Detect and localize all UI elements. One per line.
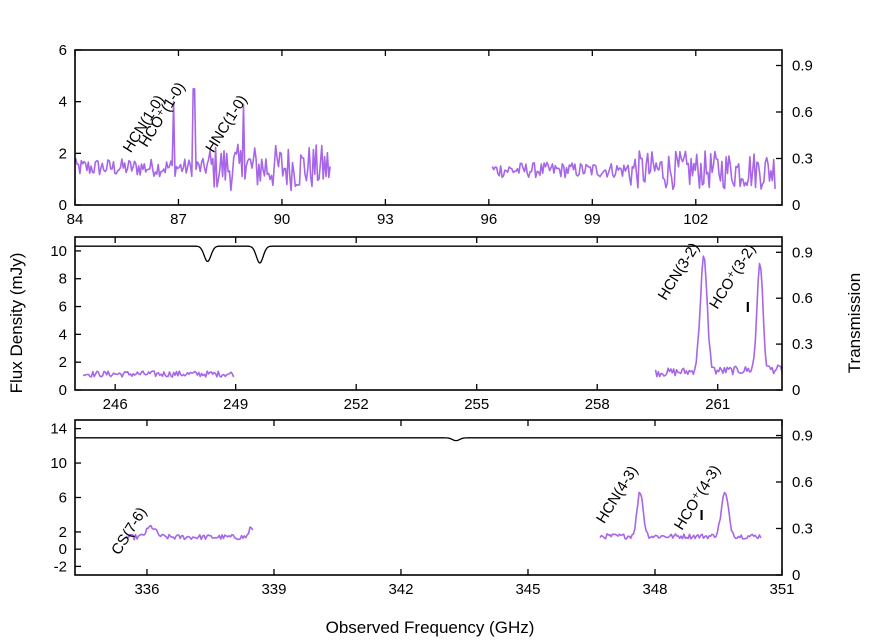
- x-tick-label: 336: [134, 581, 159, 598]
- y-tick-label: 0: [59, 197, 67, 214]
- line-label: HCN(4-3): [593, 463, 641, 526]
- x-tick-label: 102: [683, 211, 708, 228]
- y2-tick-label: 0.6: [792, 290, 813, 307]
- y-tick-label: 2: [59, 524, 67, 541]
- x-tick-label: 339: [261, 581, 286, 598]
- plot-frame-middle: [74, 236, 783, 391]
- x-tick-label: 342: [388, 581, 413, 598]
- x-tick-label: 246: [103, 396, 128, 413]
- y2-tick-label: 0.6: [792, 474, 813, 491]
- x-tick-label: 93: [377, 211, 394, 228]
- y-tick-label: -2: [54, 558, 67, 575]
- y-axis-label-left: Flux Density (mJy): [7, 253, 26, 394]
- y-tick-label: 10: [50, 243, 67, 260]
- y2-tick-label: 0.9: [792, 58, 813, 75]
- line-label: CS(7-6): [108, 504, 150, 558]
- y-tick-label: 14: [50, 421, 67, 438]
- spectrum-series-top-1: [491, 150, 776, 191]
- x-tick-label: 96: [481, 211, 498, 228]
- y2-tick-label: 0.3: [792, 521, 813, 538]
- x-tick-label: 258: [585, 396, 610, 413]
- x-axis-label: Observed Frequency (GHz): [326, 618, 535, 637]
- y-tick-label: 2: [59, 354, 67, 371]
- x-tick-label: 261: [705, 396, 730, 413]
- x-tick-label: 87: [170, 211, 187, 228]
- y-tick-label: 4: [59, 326, 67, 343]
- x-tick-label: 348: [642, 581, 667, 598]
- y-tick-label: 6: [59, 490, 67, 507]
- y-tick-label: 6: [59, 299, 67, 316]
- line-label: HCO⁺(4-3): [671, 462, 724, 533]
- transmission-line-bottom: [75, 437, 782, 442]
- y-tick-label: 2: [59, 145, 67, 162]
- y-tick-label: 6: [59, 42, 67, 59]
- y2-tick-label: 0.3: [792, 336, 813, 353]
- spectrum-series-bottom-1: [599, 491, 762, 540]
- y2-tick-label: 0.6: [792, 104, 813, 121]
- y2-tick-label: 0: [792, 197, 800, 214]
- y2-tick-label: 0.9: [792, 428, 813, 445]
- spectrum-series-middle-0: [82, 370, 235, 378]
- y-tick-label: 0: [59, 382, 67, 399]
- x-tick-label: 252: [344, 396, 369, 413]
- spectrum-series-top-0: [75, 88, 331, 192]
- y-tick-label: 4: [59, 94, 67, 111]
- line-marker: I: [699, 507, 703, 524]
- panel-middle: 246 249 252 255 258 261024681000.30.60.9IHCN(…: [50, 236, 813, 413]
- y2-tick-label: 0: [792, 567, 800, 584]
- spectrum-series-middle-1: [654, 255, 782, 378]
- panel-top: 84 87 90 93 96 99 102024600.30.60.9HCN(1-0)HCO…: [59, 42, 813, 228]
- plot-frame-top: [74, 49, 783, 206]
- y-axis-label-right: Transmission: [845, 273, 864, 373]
- y2-tick-label: 0.9: [792, 244, 813, 261]
- spectrum-series-bottom-0: [125, 524, 254, 541]
- line-label: HCO⁺(3-2): [706, 241, 759, 312]
- y-tick-label: 8: [59, 271, 67, 288]
- y2-tick-label: 0.3: [792, 151, 813, 168]
- y-tick-label: 10: [50, 455, 67, 472]
- x-tick-label: 99: [584, 211, 601, 228]
- x-tick-label: 255: [464, 396, 489, 413]
- x-tick-label: 351: [769, 581, 794, 598]
- x-tick-label: 345: [515, 581, 540, 598]
- panel-bottom: 336 339 342 345 348 351-2026101400.30.60.9ICS…: [50, 419, 813, 598]
- x-tick-label: 84: [67, 211, 84, 228]
- plot-frame-bottom: [74, 419, 783, 576]
- y-tick-label: 0: [59, 541, 67, 558]
- x-tick-label: 90: [274, 211, 291, 228]
- y2-tick-label: 0: [792, 382, 800, 399]
- x-tick-label: 249: [223, 396, 248, 413]
- transmission-line-middle: [75, 245, 782, 264]
- line-label: HCN(3-2): [655, 240, 703, 303]
- line-marker: I: [746, 299, 750, 316]
